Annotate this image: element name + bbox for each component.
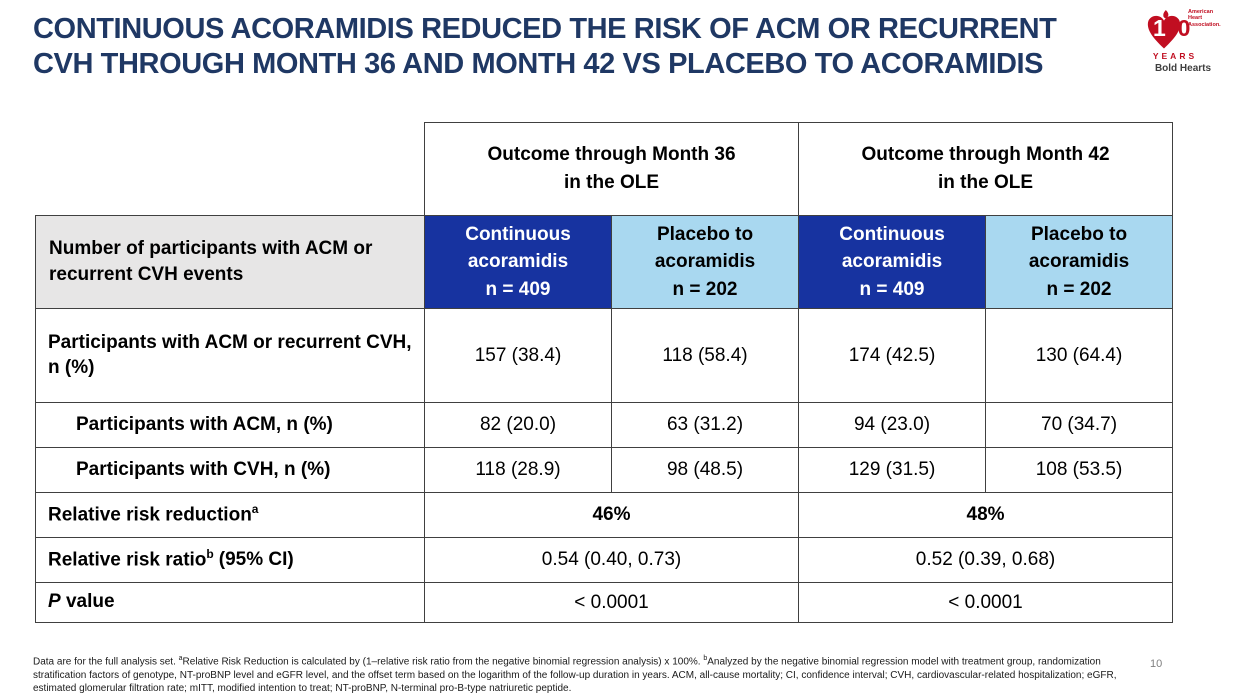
value-cell: 98 (48.5) xyxy=(610,447,800,493)
aha-years-label: YEARS xyxy=(1152,51,1198,61)
row-label-acm-or-cvh: Participants with ACM or recurrent CVH, … xyxy=(35,308,425,403)
page-number: 10 xyxy=(1150,658,1163,670)
rrr-superscript: a xyxy=(251,501,259,516)
value-cell: 118 (58.4) xyxy=(610,308,800,403)
value-cell: 118 (28.9) xyxy=(424,447,612,493)
table-row-acm: Participants with ACM, n (%) 82 (20.0) 6… xyxy=(35,402,1174,448)
table-row-relative-risk-ratio: Relative risk ratiob (95% CI) 0.54 (0.40,… xyxy=(35,537,1174,583)
column-header-row: Number of participants with ACM or recur… xyxy=(35,215,1174,309)
row-label-relative-risk-reduction: Relative risk reductiona xyxy=(35,492,425,538)
footnote-superscript-a: a xyxy=(178,655,183,662)
aha-heart-mark: 1 00 American Heart Association. xyxy=(1144,8,1228,49)
value-cell: 157 (38.4) xyxy=(424,308,612,403)
row-label-relative-risk-ratio: Relative risk ratiob (95% CI) xyxy=(35,537,425,583)
page-title: CONTINUOUS ACORAMIDIS REDUCED THE RISK O… xyxy=(33,12,1143,83)
aha-tagline: Bold Hearts xyxy=(1154,63,1212,74)
value-cell-ratio-42: 0.52 (0.39, 0.68) xyxy=(798,537,1174,583)
table-row-cvh: Participants with CVH, n (%) 118 (28.9) … xyxy=(35,447,1174,493)
value-cell: 108 (53.5) xyxy=(985,447,1174,493)
col-header-continuous-36: Continuous acoramidis n = 409 xyxy=(424,215,612,309)
value-cell-rrr-36: 46% xyxy=(423,492,800,538)
p-value-label-text: value xyxy=(65,591,115,613)
value-cell-p-42: < 0.0001 xyxy=(798,582,1174,623)
group-header-month-42: Outcome through Month 42 in the OLE xyxy=(798,122,1174,216)
value-cell-rrr-42: 48% xyxy=(798,492,1174,538)
empty-corner-cell xyxy=(36,123,425,216)
aha-org-name: American Heart Association. xyxy=(1188,9,1221,28)
value-cell-ratio-36: 0.54 (0.40, 0.73) xyxy=(423,537,800,583)
group-header-row: Outcome through Month 36 in the OLE Outc… xyxy=(36,122,1174,216)
footnote-part-2: Relative Risk Reduction is calculated by… xyxy=(182,656,704,668)
row-label-acm: Participants with ACM, n (%) xyxy=(35,402,425,448)
value-cell: 130 (64.4) xyxy=(985,308,1174,403)
col-header-placebo-36: Placebo to acoramidis n = 202 xyxy=(610,215,800,309)
rr-ratio-label-text: Relative risk ratio xyxy=(48,549,207,571)
footnote-superscript-b: b xyxy=(703,655,708,662)
row-label-cvh: Participants with CVH, n (%) xyxy=(35,447,425,493)
rr-ratio-superscript: b xyxy=(206,546,214,561)
value-cell-p-36: < 0.0001 xyxy=(423,582,800,623)
group-header-month-36: Outcome through Month 36 in the OLE xyxy=(423,122,800,216)
rr-ratio-ci-suffix: (95% CI) xyxy=(218,549,294,571)
aha-digit-00: 00 xyxy=(1165,15,1191,41)
title-line-1: CONTINUOUS ACORAMIDIS REDUCED THE RISK O… xyxy=(33,13,1057,45)
footnote: Data are for the full analysis set. aRel… xyxy=(33,654,1138,695)
aha-100-number: 1 00 xyxy=(1153,15,1191,41)
value-cell: 174 (42.5) xyxy=(798,308,987,403)
row-header-label: Number of participants with ACM or recur… xyxy=(35,215,425,309)
aha-logo: 1 00 American Heart Association. YEARS Bo… xyxy=(1144,8,1228,82)
footnote-part-3: Analyzed by the negative binomial regres… xyxy=(33,656,1117,694)
heart-flame-icon xyxy=(1147,10,1181,49)
rrr-label-text: Relative risk reduction xyxy=(48,504,252,526)
footnote-part-1: Data are for the full analysis set. xyxy=(33,656,179,668)
results-table: Outcome through Month 36 in the OLE Outc… xyxy=(35,122,1174,623)
row-label-p-value: P value xyxy=(35,582,425,623)
title-line-2: CVH THROUGH MONTH 36 AND MONTH 42 VS PLA… xyxy=(33,48,1044,81)
table-row-p-value: P value < 0.0001 < 0.0001 xyxy=(35,582,1174,623)
value-cell: 70 (34.7) xyxy=(985,402,1174,448)
value-cell: 82 (20.0) xyxy=(424,402,612,448)
col-header-placebo-42: Placebo to acoramidis n = 202 xyxy=(985,215,1174,309)
aha-digit-1: 1 xyxy=(1153,15,1166,41)
value-cell: 129 (31.5) xyxy=(798,447,987,493)
table-row-relative-risk-reduction: Relative risk reductiona 46% 48% xyxy=(35,492,1174,538)
table-row-acm-or-cvh: Participants with ACM or recurrent CVH, … xyxy=(35,308,1174,403)
col-header-continuous-42: Continuous acoramidis n = 409 xyxy=(798,215,987,309)
value-cell: 63 (31.2) xyxy=(610,402,800,448)
p-italic: P xyxy=(48,591,61,613)
value-cell: 94 (23.0) xyxy=(798,402,987,448)
